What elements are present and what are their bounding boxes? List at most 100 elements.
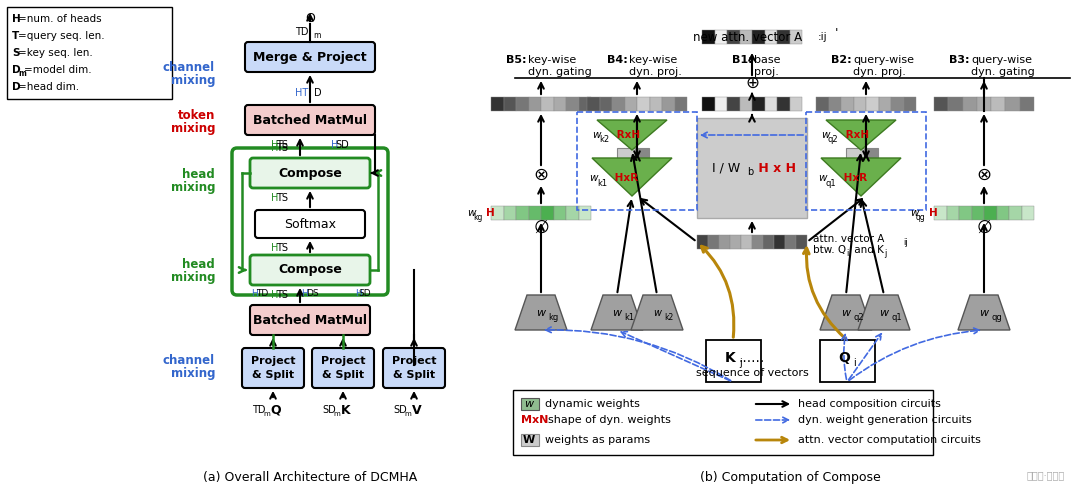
Bar <box>762 235 774 249</box>
Bar <box>1022 206 1034 220</box>
Text: dyn. gating: dyn. gating <box>971 67 1035 77</box>
Text: K: K <box>341 404 351 416</box>
Text: TS: TS <box>276 140 288 150</box>
Bar <box>612 97 624 111</box>
Text: H: H <box>354 289 362 298</box>
Bar <box>579 97 591 111</box>
Bar <box>997 206 1009 220</box>
Text: head composition circuits: head composition circuits <box>798 399 941 409</box>
Bar <box>697 235 708 249</box>
Text: attn. vector A: attn. vector A <box>813 234 885 244</box>
Bar <box>617 148 635 162</box>
Text: V: V <box>413 404 422 416</box>
Bar <box>777 97 789 111</box>
Text: :ij: :ij <box>818 32 827 42</box>
FancyBboxPatch shape <box>312 348 374 388</box>
Text: new attn. vector A: new attn. vector A <box>693 30 802 44</box>
Bar <box>976 97 991 111</box>
Text: m: m <box>334 411 340 417</box>
Text: TD: TD <box>253 405 266 415</box>
Bar <box>719 235 730 249</box>
Bar <box>789 30 802 44</box>
Bar <box>1009 206 1022 220</box>
Text: dynamic weights: dynamic weights <box>545 399 639 409</box>
Polygon shape <box>515 295 567 330</box>
Text: H: H <box>929 208 937 218</box>
Text: q1: q1 <box>826 180 837 189</box>
Text: w: w <box>537 308 545 318</box>
Text: w: w <box>841 308 851 318</box>
Text: w: w <box>818 173 826 183</box>
Bar <box>948 97 962 111</box>
Bar <box>566 97 579 111</box>
Bar <box>521 434 539 446</box>
Bar <box>521 398 539 410</box>
Text: (a) Overall Architecture of DCMHA: (a) Overall Architecture of DCMHA <box>203 471 417 485</box>
Text: TD: TD <box>256 289 268 298</box>
Text: ∅: ∅ <box>976 219 991 237</box>
Text: W: W <box>523 435 535 445</box>
Bar <box>635 148 649 162</box>
Text: kg: kg <box>548 312 558 322</box>
Text: dyn. proj.: dyn. proj. <box>853 67 906 77</box>
Text: q2: q2 <box>853 312 864 322</box>
Text: token: token <box>177 109 215 121</box>
Bar <box>991 97 1005 111</box>
Text: (b) Computation of Compose: (b) Computation of Compose <box>700 470 880 484</box>
Polygon shape <box>958 295 1010 330</box>
Bar <box>513 390 933 455</box>
Bar <box>765 30 777 44</box>
Text: dyn. weight generation circuits: dyn. weight generation circuits <box>798 415 972 425</box>
Bar <box>554 206 566 220</box>
Text: j: j <box>740 358 742 368</box>
Text: mixing: mixing <box>171 121 215 135</box>
Bar <box>675 97 687 111</box>
Bar <box>727 30 740 44</box>
Bar <box>491 97 503 111</box>
Text: query-wise: query-wise <box>853 55 914 65</box>
Bar <box>1005 97 1020 111</box>
Bar <box>715 30 727 44</box>
Bar <box>741 235 752 249</box>
Text: w: w <box>525 399 534 409</box>
Text: H: H <box>271 143 279 153</box>
Text: =head dim.: =head dim. <box>18 82 79 92</box>
Bar <box>959 206 972 220</box>
Text: mixing: mixing <box>171 182 215 194</box>
Bar <box>891 97 904 111</box>
Bar <box>934 206 946 220</box>
Text: channel: channel <box>163 60 215 74</box>
Text: proj.: proj. <box>754 67 779 77</box>
Polygon shape <box>592 158 672 196</box>
Text: and K: and K <box>851 245 883 255</box>
Text: HT: HT <box>295 88 309 98</box>
Text: dyn. gating: dyn. gating <box>528 67 592 77</box>
Text: T: T <box>12 31 19 41</box>
FancyBboxPatch shape <box>245 42 375 72</box>
Text: k1: k1 <box>597 180 607 189</box>
Bar <box>740 30 752 44</box>
Text: btw. Q: btw. Q <box>813 245 846 255</box>
Text: w: w <box>612 308 622 318</box>
Text: ∅: ∅ <box>534 219 549 237</box>
Bar <box>752 97 765 111</box>
Text: K: K <box>725 351 735 365</box>
Bar <box>708 235 719 249</box>
Polygon shape <box>820 295 872 330</box>
Text: SD: SD <box>322 405 336 415</box>
Text: Batched MatMul: Batched MatMul <box>253 313 367 327</box>
Bar <box>828 97 841 111</box>
Text: k2: k2 <box>664 312 673 322</box>
Text: & Split: & Split <box>252 370 294 380</box>
Text: mixing: mixing <box>171 366 215 380</box>
Bar <box>715 97 727 111</box>
Text: H: H <box>301 289 309 298</box>
Text: =query seq. len.: =query seq. len. <box>18 31 105 41</box>
FancyBboxPatch shape <box>242 348 303 388</box>
Text: head: head <box>183 168 215 182</box>
Text: attn. vector computation circuits: attn. vector computation circuits <box>798 435 981 445</box>
Bar <box>697 118 807 218</box>
Text: B4:: B4: <box>607 55 627 65</box>
Text: D: D <box>12 65 21 75</box>
Bar <box>727 97 740 111</box>
